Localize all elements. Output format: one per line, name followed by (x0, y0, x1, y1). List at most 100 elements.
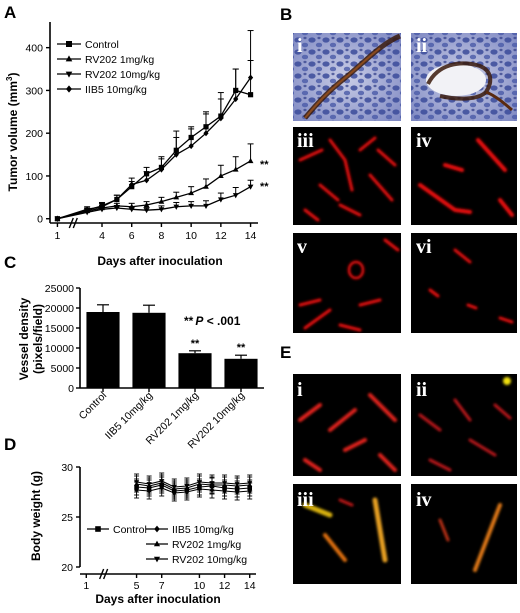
chart-d-xtick-label: 1 (83, 580, 89, 592)
chart-a-xtick-label: 14 (245, 230, 257, 242)
chart-a-point (203, 183, 209, 189)
micrograph-b-i: i (293, 33, 401, 121)
panel-label-a: A (4, 3, 16, 22)
chart-d-xtick-label: 5 (134, 580, 140, 592)
chart-a-ytick-label: 200 (25, 128, 43, 140)
micrograph-label-b-iii: iii (297, 130, 314, 152)
chart-a-point (158, 198, 165, 204)
chart-a-point (84, 210, 91, 216)
micrographs-b: i ii iii iv (293, 33, 517, 333)
chart-a-legend-marker (65, 71, 73, 78)
chart-c-ytick-label: 15000 (45, 323, 74, 335)
chart-a-legend-label: IIB5 10mg/kg (85, 84, 147, 96)
chart-a-point (143, 201, 150, 208)
chart-d-legend-marker (154, 525, 160, 533)
chart-d-ytick-label: 30 (61, 462, 73, 474)
chart-d-series-line (136, 484, 250, 492)
chart-a-xtick-label: 1 (55, 230, 61, 242)
chart-d-legend-marker (153, 556, 161, 563)
chart-a-point (113, 205, 120, 212)
micrograph-label-e-ii: ii (416, 379, 428, 401)
chart-d-ytick-label: 25 (61, 512, 73, 524)
chart-d-point (184, 484, 190, 489)
micrograph-label-b-iv: iv (416, 130, 432, 152)
chart-a-legend-marker (66, 85, 72, 93)
chart-a-point (158, 166, 165, 173)
chart-a-legend-label: RV202 10mg/kg (85, 69, 160, 81)
chart-a-point (158, 207, 165, 213)
chart-d-legend-label: RV202 10mg/kg (172, 554, 247, 566)
chart-a-xtick-label: 10 (185, 230, 197, 242)
chart-c-bar (132, 312, 166, 388)
chart-d-legend: Control IIB5 10mg/kg RV202 1mg/kg RV202 10m… (87, 524, 247, 566)
chart-a-axis-break (72, 217, 78, 229)
panel-label-b: B (280, 5, 292, 24)
chart-a-axis-break (68, 217, 74, 229)
chart-a-point (232, 166, 239, 172)
chart-d-legend-marker (95, 526, 101, 532)
chart-a-point (173, 194, 180, 200)
chart-d-axes: 20 25 30 1 5 7 10 12 14 (61, 462, 256, 592)
micrograph-b-iii: iii (293, 127, 401, 225)
chart-a-point (203, 130, 209, 137)
micrograph-e-ii: ii (411, 374, 517, 476)
micrograph-b-vi: vi (411, 233, 517, 333)
chart-d-xlabel: Days after inoculation (95, 592, 220, 606)
chart-a-point (247, 184, 254, 190)
chart-c: Vessel density (pixels/field) 0 5000 10000… (17, 283, 264, 451)
chart-a-point (188, 189, 195, 196)
chart-c-axes: 0 5000 10000 15000 20000 25000 (45, 283, 264, 395)
chart-d-series-line (136, 487, 250, 494)
chart-d-plot (134, 472, 253, 502)
chart-c-category-label: Control (77, 390, 109, 422)
chart-a-point (143, 177, 150, 184)
chart-a-point (143, 208, 150, 214)
chart-d-ylabel: Body weight (g) (29, 471, 43, 561)
chart-d-series-line (136, 482, 250, 490)
chart-a-point (128, 207, 135, 213)
chart-a-point (217, 172, 224, 179)
chart-c-ylabel-1: Vessel density (17, 297, 31, 380)
chart-a-plot (54, 30, 254, 222)
chart-a-sig-2: ** (260, 181, 269, 193)
chart-a-ytick-label: 100 (25, 171, 43, 183)
chart-d-point (134, 480, 140, 485)
chart-a-point (217, 197, 224, 203)
chart-a-point (84, 206, 90, 213)
micrographs-e: i ii iii i (293, 374, 517, 584)
micrograph-label-b-ii: ii (416, 35, 428, 57)
chart-a-xtick-label: 12 (215, 230, 227, 242)
micrograph-b-ii: ii (411, 33, 517, 121)
chart-c-ylabel-2: (pixels/field) (31, 304, 45, 374)
chart-d-point (209, 481, 215, 486)
chart-a-point (99, 203, 105, 210)
chart-a-point (173, 151, 179, 158)
micrograph-label-e-iv: iv (416, 489, 432, 511)
chart-a-legend-label: Control (85, 39, 119, 51)
chart-a-xtick-label: 4 (99, 230, 105, 242)
chart-d-xtick-label: 7 (159, 580, 165, 592)
chart-a-ytick-label: 400 (25, 43, 43, 55)
chart-a-point (233, 95, 239, 103)
chart-d-ytick-label: 20 (61, 562, 73, 574)
chart-d-legend-label: RV202 1mg/kg (172, 539, 241, 551)
chart-a: Tumor volume (mm3) Days after inoculatio… (5, 22, 269, 268)
chart-d-legend-label: Control (113, 524, 147, 536)
chart-a-xtick-label: 8 (159, 230, 165, 242)
chart-c-ytick-label: 5000 (51, 363, 75, 375)
chart-a-legend-marker (66, 41, 72, 47)
chart-d-series-line (136, 480, 250, 488)
chart-d-point (234, 482, 240, 487)
chart-c-p-annotation: ** P < .001 (184, 314, 241, 328)
micrograph-label-b-i: i (297, 35, 303, 57)
chart-a-point (54, 215, 61, 222)
chart-a-xtick-label: 6 (129, 230, 135, 242)
chart-d-point (222, 481, 228, 486)
chart-a-point (232, 193, 239, 199)
chart-d-axis-break (102, 568, 109, 580)
micrograph-b-iv: iv (411, 127, 517, 225)
chart-d-point (247, 481, 253, 486)
chart-c-bar (178, 353, 212, 388)
micrograph-label-b-vi: vi (416, 236, 432, 258)
